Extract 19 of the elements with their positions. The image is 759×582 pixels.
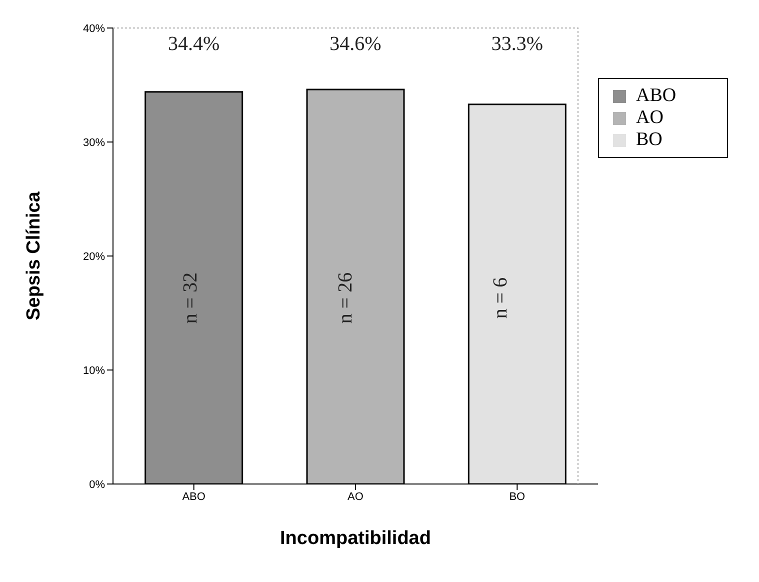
legend-label: AO xyxy=(636,107,664,128)
y-tick-label: 40% xyxy=(82,22,106,35)
legend-label: ABO xyxy=(636,85,676,106)
y-tick-label: 30% xyxy=(82,136,106,149)
y-tick-label: 0% xyxy=(89,478,106,491)
annotation: n = 6 xyxy=(490,277,512,319)
y-tick-label: 10% xyxy=(82,364,106,377)
data-label: 33.3% xyxy=(491,33,544,55)
data-label: 34.6% xyxy=(330,33,382,55)
annotation: n = 32 xyxy=(180,272,202,324)
y-axis-title: Sepsis Clínica xyxy=(24,191,45,320)
x-tick-label: BO xyxy=(509,490,526,503)
legend-label: BO xyxy=(636,129,662,150)
x-tick-label: AO xyxy=(348,490,364,503)
x-tick-label: ABO xyxy=(182,490,206,503)
x-axis-title: Incompatibilidad xyxy=(280,528,431,549)
data-label: 34.4% xyxy=(168,33,220,55)
y-tick-label: 20% xyxy=(82,250,106,263)
annotation: n = 26 xyxy=(334,272,356,324)
